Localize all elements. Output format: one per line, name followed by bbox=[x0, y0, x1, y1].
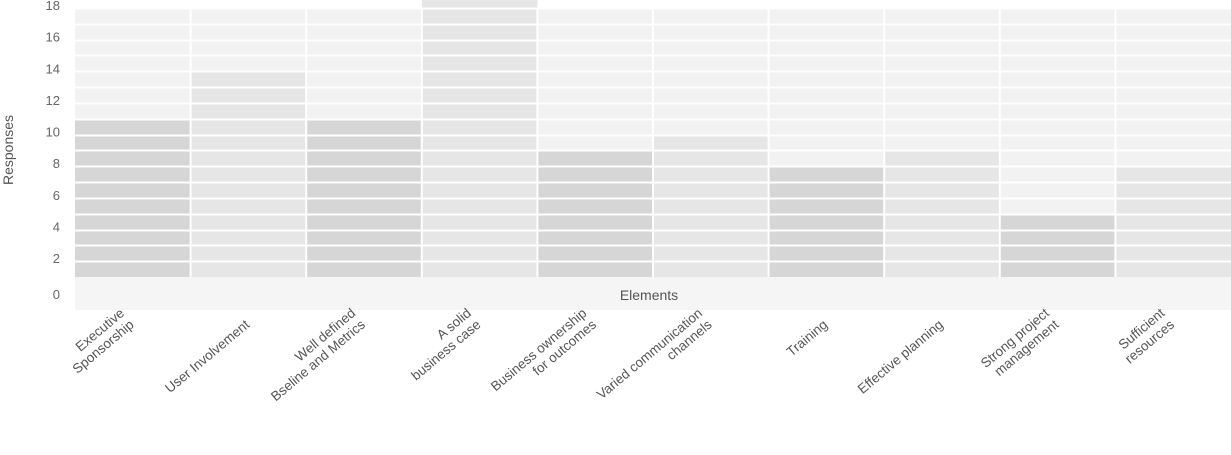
category-label-text: Strong projectmanagement bbox=[978, 305, 1062, 382]
y-tick-label: 8 bbox=[53, 156, 60, 171]
category-label-text: User Involvement bbox=[162, 317, 252, 396]
category-label: A solidbusiness case bbox=[399, 305, 484, 383]
category-label-text: Well definedBseline and Metrics bbox=[258, 305, 368, 404]
category-label: Well definedBseline and Metrics bbox=[258, 305, 368, 404]
bar-6 bbox=[653, 134, 769, 277]
x-axis-title: Elements bbox=[620, 287, 678, 303]
x-axis-floor bbox=[75, 277, 1231, 310]
y-tick-label: 14 bbox=[46, 61, 60, 76]
category-label-text: Sufficientresources bbox=[1112, 305, 1177, 366]
grid-lines bbox=[75, 7, 1231, 277]
category-label: Strong projectmanagement bbox=[978, 305, 1062, 382]
y-tick-label: 12 bbox=[46, 93, 60, 108]
category-label-line: User Involvement bbox=[162, 317, 252, 396]
category-label: Business ownershipfor outcomes bbox=[488, 305, 599, 405]
category-label-line: Effective planning bbox=[855, 317, 946, 397]
category-label: Training bbox=[784, 317, 831, 360]
category-label-line: Business ownership bbox=[488, 305, 590, 394]
y-tick-label: 6 bbox=[53, 188, 60, 203]
category-label-line: Training bbox=[784, 317, 831, 360]
category-label-text: Training bbox=[784, 317, 831, 360]
bar-10 bbox=[1115, 166, 1231, 277]
bar-2 bbox=[190, 71, 307, 277]
y-tick-label: 10 bbox=[46, 125, 60, 140]
category-label: Varied communicationchannels bbox=[594, 305, 715, 413]
category-label-text: A solidbusiness case bbox=[399, 305, 484, 383]
category-labels: ExecutiveSponsorship User Involvement Well… bbox=[60, 305, 1178, 413]
category-label: Effective planning bbox=[855, 317, 946, 397]
y-tick-label: 0 bbox=[53, 287, 60, 302]
y-tick-label: 16 bbox=[46, 30, 60, 45]
category-label: Sufficientresources bbox=[1112, 305, 1177, 366]
y-tick-labels: 0 2 4 6 8 10 12 14 16 18 bbox=[46, 0, 60, 302]
category-label-text: Effective planning bbox=[855, 317, 946, 397]
y-axis-title: Responses bbox=[0, 115, 16, 185]
category-label-text: Varied communicationchannels bbox=[594, 305, 715, 413]
y-tick-label: 2 bbox=[53, 251, 60, 266]
category-label: User Involvement bbox=[162, 317, 252, 396]
category-label-text: ExecutiveSponsorship bbox=[60, 305, 137, 376]
category-label-text: Business ownershipfor outcomes bbox=[488, 305, 599, 405]
category-label: ExecutiveSponsorship bbox=[60, 305, 137, 376]
bar-7 bbox=[768, 166, 885, 277]
bar-4 bbox=[421, 0, 538, 277]
y-tick-label: 18 bbox=[46, 0, 60, 13]
category-label-line: Varied communication bbox=[594, 305, 705, 402]
y-tick-label: 4 bbox=[53, 220, 60, 235]
